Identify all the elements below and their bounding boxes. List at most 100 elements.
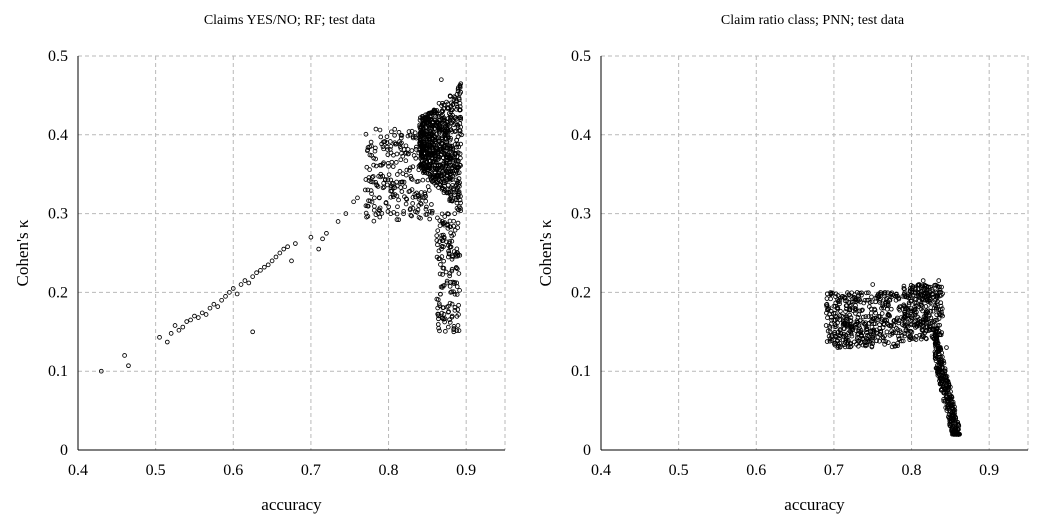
data-point	[456, 312, 461, 317]
data-point	[886, 312, 891, 318]
data-point	[429, 175, 434, 180]
data-point	[859, 290, 864, 296]
data-point	[457, 288, 462, 293]
data-point	[426, 188, 432, 193]
data-point	[902, 306, 908, 312]
data-point	[211, 301, 217, 307]
data-point	[448, 115, 453, 121]
data-point	[896, 333, 901, 339]
data-point	[432, 126, 438, 131]
data-point	[842, 344, 848, 350]
data-point	[451, 218, 456, 224]
data-point	[458, 208, 463, 214]
data-point	[902, 322, 908, 328]
data-point	[176, 327, 182, 333]
data-point	[902, 293, 908, 298]
data-point	[901, 283, 907, 289]
data-point	[832, 322, 838, 327]
data-point	[416, 167, 422, 173]
data-point	[866, 314, 871, 319]
data-point	[413, 144, 419, 150]
data-point	[910, 313, 916, 319]
data-point	[903, 328, 909, 334]
data-point	[196, 315, 201, 320]
data-point	[902, 286, 907, 292]
data-point	[401, 147, 407, 152]
data-point	[907, 334, 912, 340]
data-point	[439, 254, 445, 259]
data-point	[394, 217, 400, 222]
data-point	[905, 307, 911, 312]
data-point	[457, 151, 463, 157]
data-point	[428, 169, 434, 174]
data-point	[446, 309, 451, 314]
data-point	[436, 111, 442, 117]
data-point	[444, 190, 450, 196]
data-point	[373, 163, 379, 169]
data-point	[407, 168, 412, 173]
data-point	[936, 311, 942, 317]
data-point	[449, 289, 454, 295]
data-point	[370, 179, 376, 185]
data-point	[919, 327, 925, 332]
data-point	[451, 187, 457, 193]
data-point	[437, 303, 442, 309]
data-point	[914, 323, 919, 329]
data-point	[844, 314, 849, 320]
data-point	[456, 95, 462, 101]
data-point	[855, 335, 860, 340]
data-point	[930, 288, 936, 294]
data-point	[365, 203, 371, 209]
data-point	[368, 188, 374, 193]
data-point	[940, 365, 945, 370]
data-point	[446, 163, 452, 168]
data-point	[455, 142, 461, 147]
data-point	[942, 398, 948, 404]
data-point	[398, 185, 404, 190]
y-tick-label: 0.1	[48, 363, 68, 380]
data-point	[832, 310, 838, 316]
data-point	[441, 283, 447, 288]
data-point	[385, 147, 390, 152]
y-axis-label: Cohen's κ	[13, 219, 32, 286]
data-point	[939, 310, 944, 315]
data-point	[293, 241, 298, 246]
data-point	[860, 342, 866, 348]
data-point	[425, 165, 431, 170]
data-point	[889, 328, 894, 334]
data-point	[430, 120, 436, 125]
data-point	[428, 131, 433, 136]
data-point	[436, 313, 441, 319]
data-point	[438, 127, 444, 132]
data-point	[407, 207, 413, 213]
data-point	[941, 360, 947, 366]
data-point	[392, 132, 397, 138]
data-point	[454, 104, 460, 110]
data-point	[455, 220, 461, 226]
data-point	[864, 327, 869, 333]
data-point	[447, 94, 453, 99]
data-point	[437, 218, 443, 223]
data-point	[447, 224, 452, 229]
data-point	[869, 294, 874, 300]
data-point	[840, 318, 846, 324]
data-point	[447, 189, 452, 195]
data-point	[289, 258, 294, 264]
data-point	[227, 290, 232, 295]
data-point	[429, 208, 435, 214]
data-point	[877, 322, 882, 327]
data-point	[439, 233, 444, 238]
data-point	[892, 344, 898, 349]
data-point	[425, 177, 431, 183]
data-point	[875, 334, 881, 340]
data-point	[444, 99, 449, 105]
data-point	[441, 190, 447, 196]
y-tick-label: 0.1	[571, 363, 591, 380]
data-point	[856, 293, 862, 299]
data-point	[835, 305, 841, 311]
data-point	[455, 122, 460, 128]
data-point	[458, 206, 463, 211]
data-point	[418, 200, 423, 206]
data-point	[435, 228, 441, 233]
data-point	[855, 298, 861, 304]
